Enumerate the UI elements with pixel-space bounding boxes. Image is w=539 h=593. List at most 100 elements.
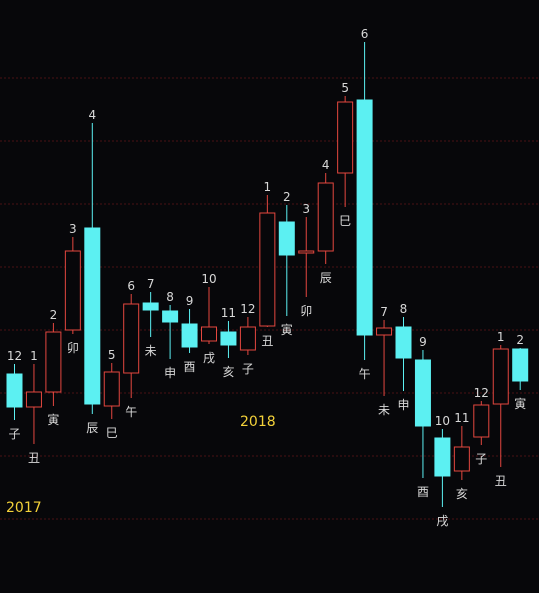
- month-number-label: 7: [380, 305, 388, 319]
- candle: [376, 320, 393, 396]
- branch-label: 午: [125, 405, 137, 419]
- candle: [64, 237, 81, 334]
- branch-label: 巳: [339, 214, 351, 228]
- candle-body: [181, 323, 198, 348]
- candle: [45, 323, 62, 406]
- month-number-label: 12: [474, 386, 489, 400]
- candle: [220, 321, 237, 358]
- candle: [259, 195, 276, 327]
- branch-label: 寅: [47, 412, 59, 427]
- month-number-label: 11: [454, 411, 469, 425]
- branch-label: 寅: [514, 396, 526, 411]
- candle: [492, 345, 509, 467]
- candle-body: [395, 326, 412, 359]
- candle: [201, 287, 217, 344]
- month-number-label: 6: [361, 27, 369, 41]
- branch-label: 丑: [261, 334, 273, 348]
- candle: [25, 364, 42, 444]
- candle-body: [434, 437, 451, 477]
- candle: [123, 294, 140, 398]
- candle-body: [376, 327, 393, 336]
- branch-label: 酉: [417, 485, 429, 499]
- month-number-label: 12: [240, 302, 255, 316]
- month-number-label: 8: [400, 302, 408, 316]
- candle-body: [337, 101, 354, 174]
- branch-label: 亥: [456, 487, 468, 501]
- candle: [298, 217, 315, 297]
- candle-body: [25, 391, 42, 408]
- candle-body: [317, 182, 334, 252]
- candle-body: [259, 212, 276, 327]
- candle-body: [103, 371, 120, 407]
- candles: [6, 42, 529, 507]
- branch-label: 卯: [300, 304, 312, 318]
- candle: [84, 123, 101, 414]
- branch-label: 子: [475, 452, 487, 466]
- month-number-label: 5: [341, 81, 349, 95]
- month-number-label: 3: [69, 222, 77, 236]
- candle: [414, 350, 431, 478]
- branch-label: 午: [359, 367, 371, 381]
- branch-label: 子: [242, 362, 254, 376]
- month-number-label: 4: [322, 158, 330, 172]
- candle: [395, 317, 412, 391]
- month-number-label: 2: [283, 190, 291, 204]
- branch-label: 辰: [320, 271, 332, 285]
- branch-label: 未: [145, 344, 157, 358]
- month-number-label: 3: [302, 202, 310, 216]
- month-number-label: 10: [435, 414, 450, 428]
- branch-label: 丑: [495, 474, 507, 488]
- candle-body: [473, 404, 490, 438]
- candle: [337, 96, 354, 207]
- candle-body: [298, 250, 315, 254]
- candle: [434, 429, 451, 507]
- branch-label: 亥: [222, 365, 234, 379]
- candle: [317, 173, 334, 264]
- candle-body: [239, 326, 256, 351]
- candle: [278, 205, 295, 316]
- candle: [239, 317, 256, 355]
- candle-body: [492, 348, 509, 405]
- branch-label: 辰: [86, 421, 98, 435]
- candle-body: [512, 348, 529, 382]
- candle-body: [278, 221, 295, 256]
- candle-labels: 12 子 1 丑 2 寅 3 卯 4 辰 5 巳 6 午 7 未 8 申 9 酉 10 戌 11 亥 12 子 1 丑 2 寅 3 卯 4 辰 5 巳…: [7, 27, 526, 528]
- candle-body: [220, 331, 237, 346]
- branch-label: 卯: [67, 341, 79, 355]
- branch-label: 巳: [106, 426, 118, 440]
- candle-body: [356, 99, 373, 336]
- candle-body: [162, 310, 179, 323]
- year-label: 2018: [240, 414, 276, 430]
- year-labels: 2017 2018: [6, 414, 276, 516]
- branch-label: 寅: [281, 322, 293, 337]
- branch-label: 申: [397, 398, 409, 412]
- candle-body: [6, 373, 23, 408]
- month-number-label: 8: [166, 290, 174, 304]
- month-number-label: 2: [50, 308, 58, 322]
- month-number-label: 6: [127, 279, 135, 293]
- candle: [103, 363, 120, 419]
- candle-body: [453, 446, 470, 472]
- branch-label: 子: [8, 427, 20, 441]
- month-number-label: 12: [7, 349, 22, 363]
- candle-body: [64, 250, 81, 331]
- month-number-label: 11: [221, 306, 236, 320]
- month-number-label: 4: [88, 108, 96, 122]
- candle: [142, 292, 159, 337]
- month-number-label: 1: [497, 330, 505, 344]
- candle-body: [45, 331, 62, 393]
- branch-label: 丑: [28, 451, 40, 465]
- year-label: 2017: [6, 500, 42, 516]
- candle: [473, 401, 490, 445]
- branch-label: 未: [378, 403, 390, 417]
- candle: [181, 309, 198, 353]
- month-number-label: 5: [108, 348, 116, 362]
- month-number-label: 1: [264, 180, 272, 194]
- branch-label: 酉: [184, 360, 196, 374]
- month-number-label: 9: [186, 294, 194, 308]
- candle-body: [414, 359, 431, 427]
- month-number-label: 1: [30, 349, 38, 363]
- branch-label: 戌: [436, 514, 448, 528]
- candle-body: [84, 227, 101, 405]
